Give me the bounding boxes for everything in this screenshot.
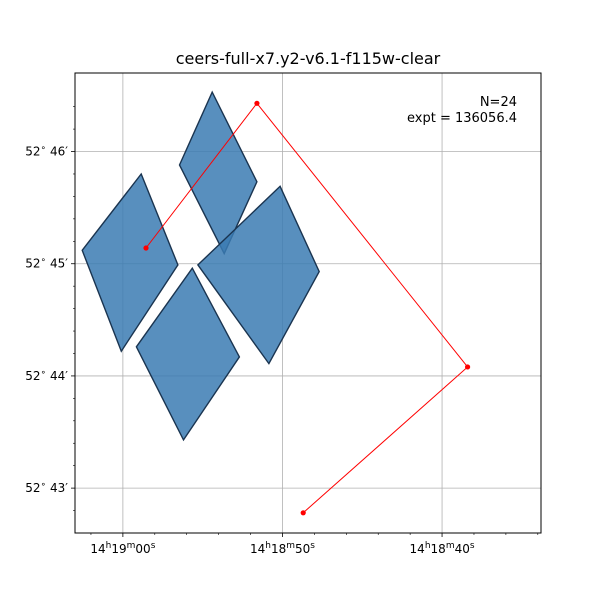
y-tick-label: 52∘ 46′ xyxy=(25,144,68,159)
series-point xyxy=(143,245,149,251)
x-tick-label: 14h18m40s xyxy=(410,541,475,556)
footprint-lower xyxy=(135,266,241,442)
chart-title: ceers-full-x7.y2-v6.1-f115w-clear xyxy=(176,49,441,68)
y-tick-label: 52∘ 45′ xyxy=(25,256,68,271)
ticks: 14h19m00s 14h18m50s 14h18m40s 52∘ 46′ 52∘ 45… xyxy=(25,106,539,556)
y-tick-label: 52∘ 44′ xyxy=(25,368,68,383)
axes-frame xyxy=(74,72,542,534)
x-tick-label: 14h19m00s xyxy=(90,541,155,556)
x-tick-label: 14h18m50s xyxy=(250,541,315,556)
annotations: N=24 expt = 136056.4 xyxy=(407,95,517,126)
series-line xyxy=(145,102,469,514)
footprint-upper xyxy=(178,90,258,256)
annotation-exposure: expt = 136056.4 xyxy=(407,111,517,126)
footprint-right xyxy=(196,185,320,365)
y-tick-label: 52∘ 43′ xyxy=(25,480,68,495)
footprint-left xyxy=(81,172,179,353)
series-point xyxy=(254,100,260,106)
footprints xyxy=(81,90,320,442)
annotation-count: N=24 xyxy=(480,95,517,110)
series xyxy=(143,100,471,516)
series-point xyxy=(464,364,471,370)
series-point xyxy=(300,510,306,516)
